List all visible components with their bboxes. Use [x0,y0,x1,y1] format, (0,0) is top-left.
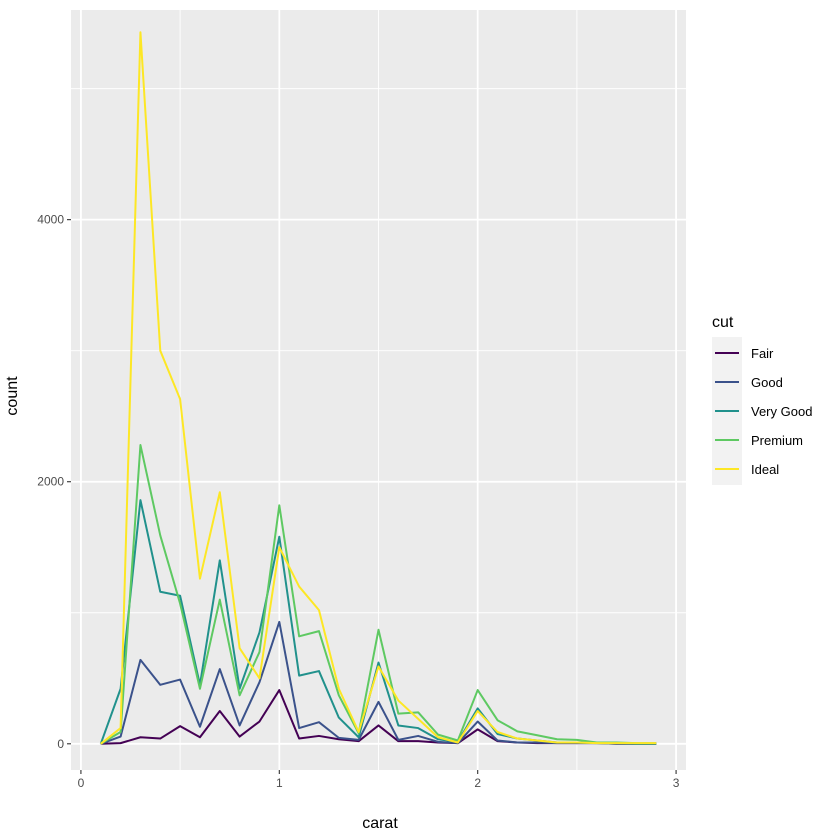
y-tick-label: 2000 [37,475,64,489]
legend-label-fair: Fair [751,346,774,361]
series-lines [99,31,657,745]
legend-label-very-good: Very Good [751,404,812,419]
y-axis: 0 2000 4000 [37,213,71,751]
series-line-ideal [100,31,657,745]
x-tick-label: 3 [673,776,680,790]
legend-items: Fair Good Very Good Premium Ideal [715,346,812,477]
x-tick-label: 2 [474,776,481,790]
minor-gridlines [71,10,686,770]
legend-title: cut [712,314,734,331]
x-tick-label: 1 [276,776,283,790]
legend-label-premium: Premium [751,433,803,448]
y-tick-label: 4000 [37,213,64,227]
legend: cut Fair Good Very Good Premium Ideal [712,314,812,485]
x-tick-label: 0 [78,776,85,790]
series-line-premium [100,444,657,745]
legend-label-good: Good [751,375,783,390]
legend-label-ideal: Ideal [751,462,779,477]
x-axis-title: carat [362,815,398,832]
x-axis: 0 1 2 3 [78,770,680,790]
y-tick-label: 0 [57,737,64,751]
y-axis-title: count [4,376,21,416]
